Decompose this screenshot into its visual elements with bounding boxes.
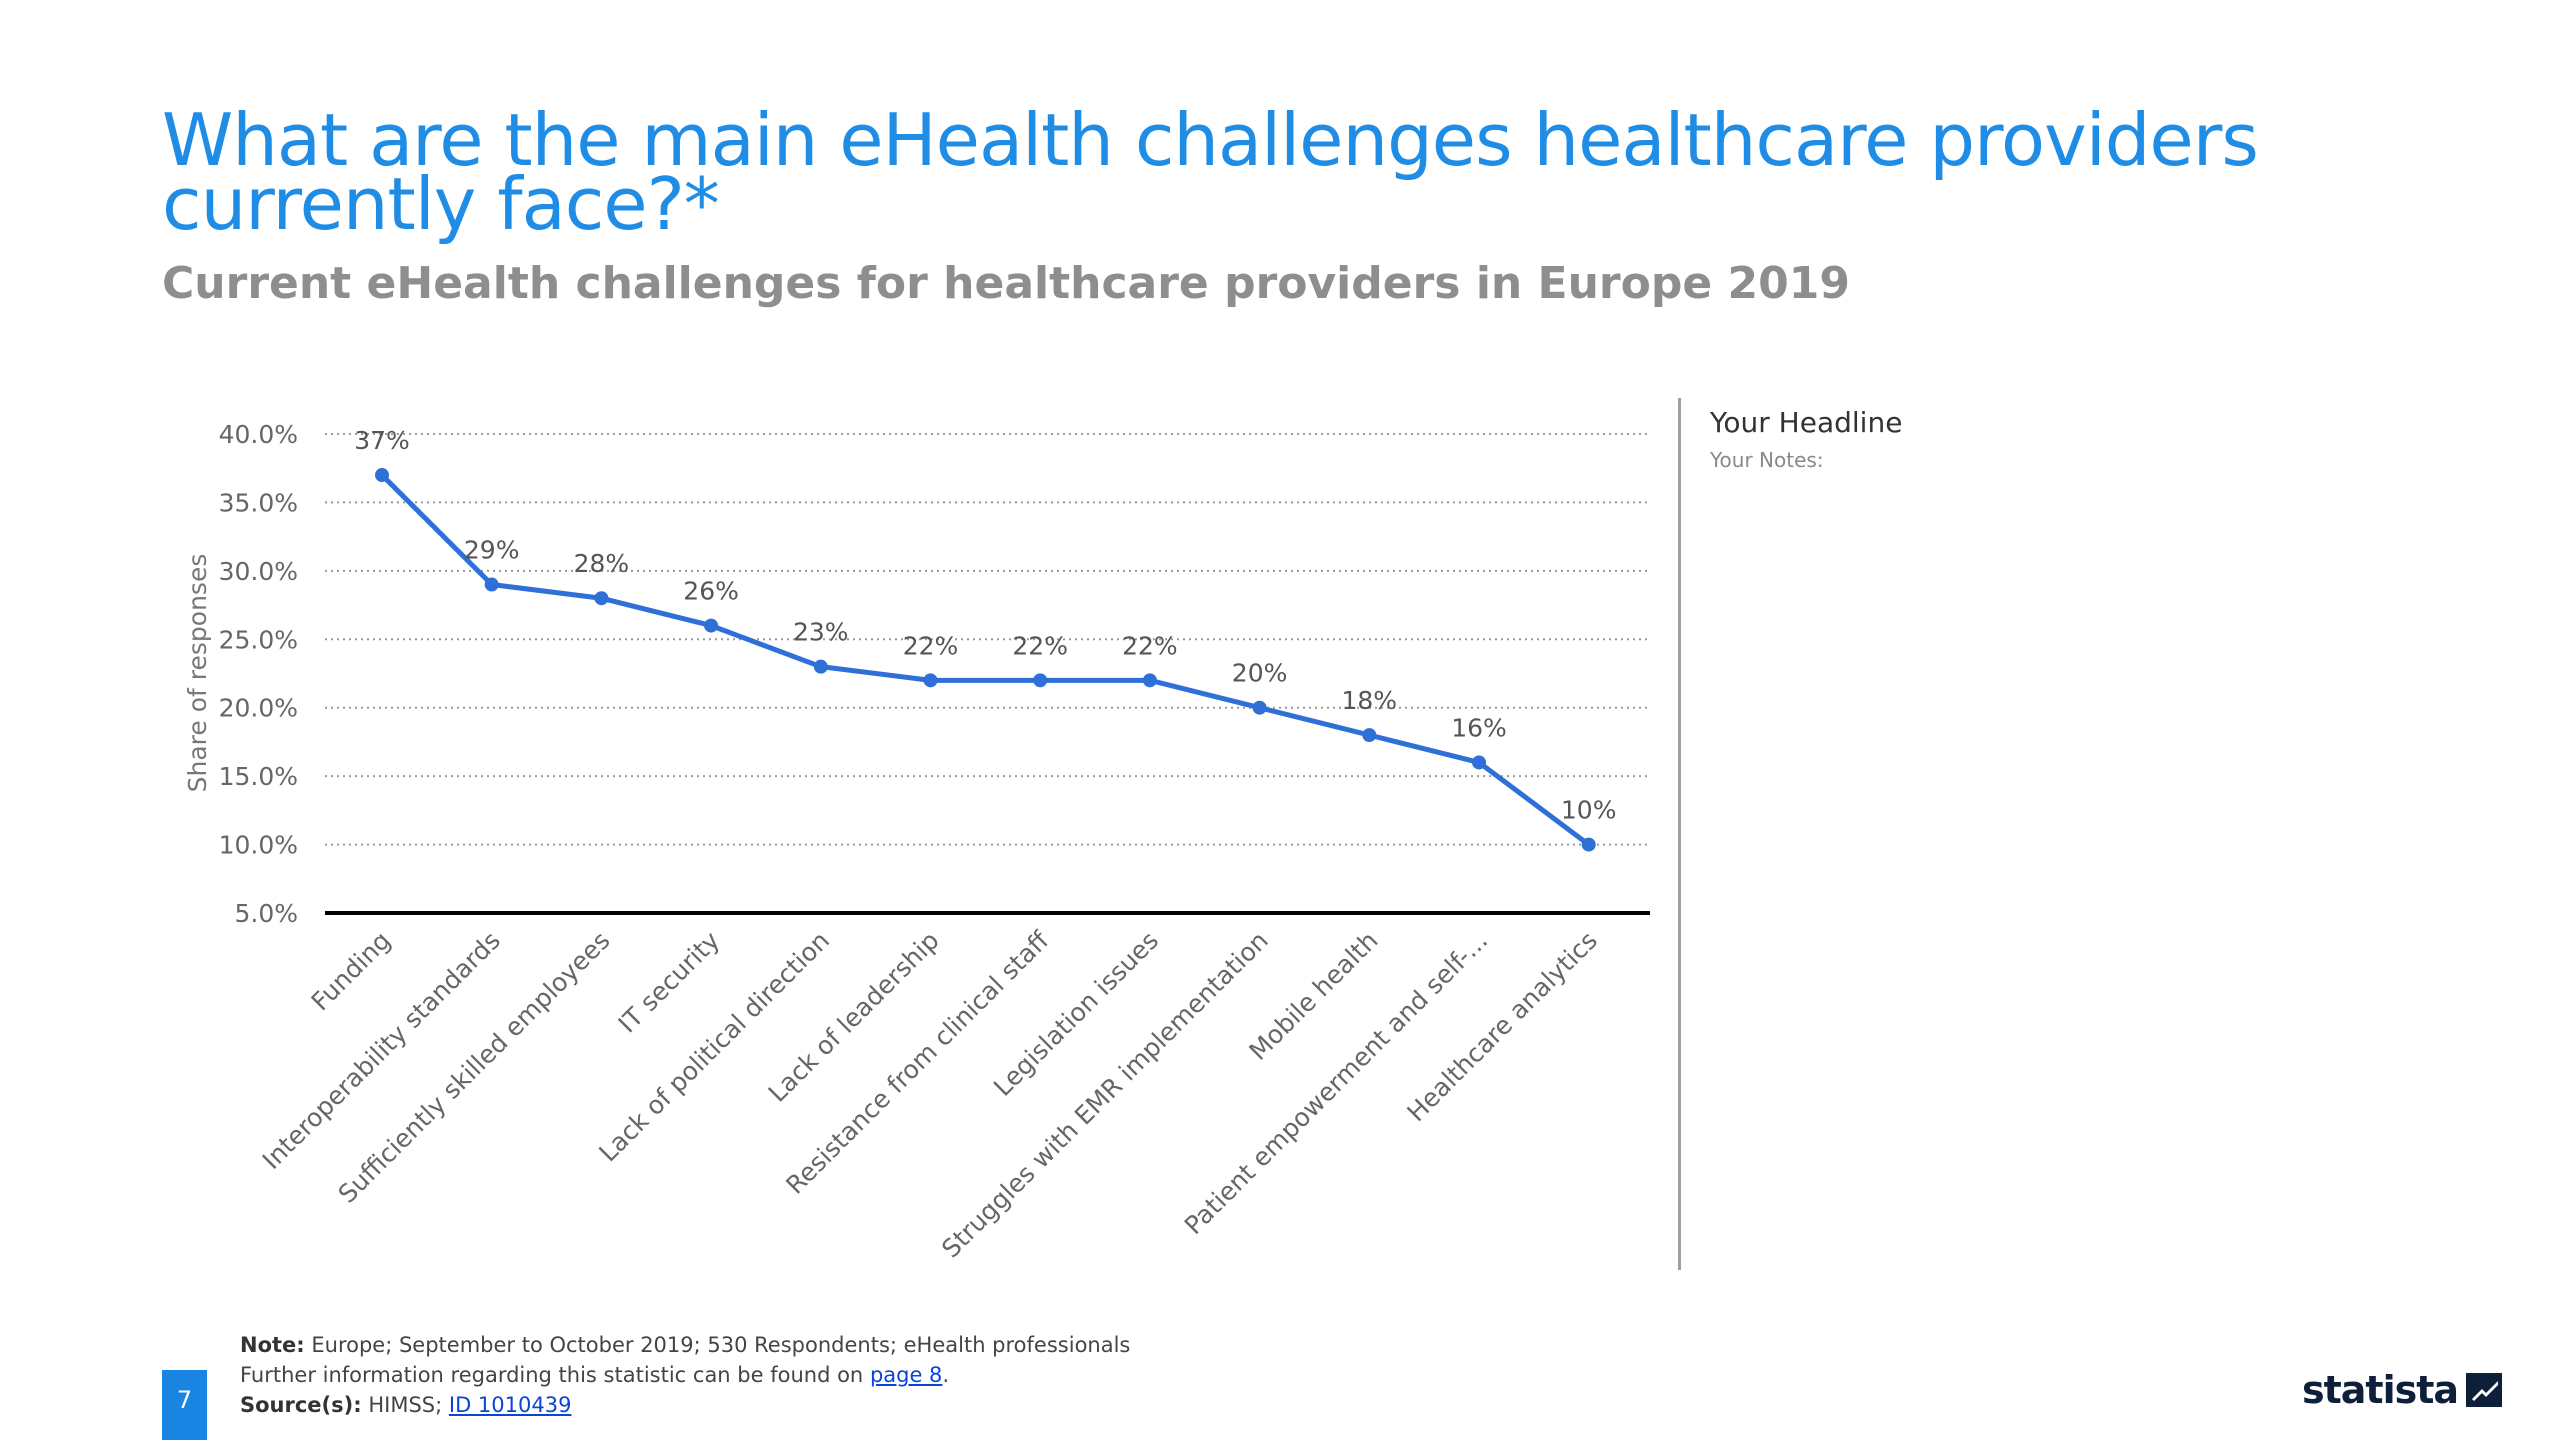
data-label: 22% bbox=[1122, 631, 1178, 660]
data-point bbox=[1142, 673, 1157, 688]
note-label: Note: bbox=[240, 1333, 305, 1357]
page-number: 7 bbox=[176, 1386, 193, 1414]
page-title: What are the main eHealth challenges hea… bbox=[162, 98, 2259, 246]
page-subtitle: Current eHealth challenges for healthcar… bbox=[162, 258, 1850, 309]
series-line bbox=[380, 473, 1591, 847]
data-point bbox=[1252, 700, 1267, 715]
y-tick-label: 40.0% bbox=[219, 420, 298, 449]
x-tick-label: Lack of political direction bbox=[593, 926, 835, 1168]
y-axis-label: Share of responses bbox=[183, 554, 212, 793]
statista-logo: statista bbox=[2302, 1365, 2506, 1415]
data-point bbox=[704, 618, 719, 633]
x-tick-label: Funding bbox=[306, 926, 397, 1017]
panel-divider bbox=[1678, 398, 1681, 1270]
statistic-id-link[interactable]: ID 1010439 bbox=[448, 1393, 572, 1417]
y-tick-label: 5.0% bbox=[234, 899, 298, 928]
data-point bbox=[1472, 755, 1486, 770]
line-chart: 5.0% 10.0% 15.0% 20.0% 25.0% 30.0% 35.0% 40.0% S… bbox=[183, 420, 1650, 1263]
data-label: 26% bbox=[683, 577, 739, 606]
further-info-text: Further information regarding this stati… bbox=[240, 1363, 864, 1387]
y-tick-label: 30.0% bbox=[219, 557, 298, 586]
data-label: 22% bbox=[903, 631, 959, 660]
x-tick-label: Healthcare analytics bbox=[1401, 926, 1603, 1128]
page-number-tab: 7 bbox=[162, 1370, 207, 1440]
y-tick-label: 25.0% bbox=[219, 625, 298, 654]
data-label: 20% bbox=[1232, 659, 1288, 688]
data-point bbox=[375, 468, 389, 483]
data-point bbox=[594, 591, 609, 606]
y-tick-label: 15.0% bbox=[219, 762, 298, 791]
statista-logo-icon bbox=[2466, 1373, 2503, 1407]
data-point bbox=[1581, 837, 1596, 852]
footer-notes: Note: Europe; September to October 2019;… bbox=[240, 1330, 1130, 1420]
notes-text[interactable]: Your Notes: bbox=[1710, 448, 1824, 472]
data-label: 16% bbox=[1451, 713, 1507, 742]
data-point bbox=[1362, 728, 1377, 743]
logo-text: statista bbox=[2302, 1368, 2459, 1412]
data-label: 29% bbox=[464, 536, 520, 565]
x-tick-label: Interoperability standards bbox=[257, 926, 506, 1175]
further-info-line: Further information regarding this stati… bbox=[240, 1363, 950, 1387]
data-point bbox=[813, 659, 828, 674]
notes-headline[interactable]: Your Headline bbox=[1710, 406, 1903, 439]
data-point bbox=[1033, 673, 1048, 688]
sources-line: Source(s): HIMSS; ID 1010439 bbox=[240, 1390, 1130, 1420]
data-label: 22% bbox=[1012, 631, 1068, 660]
y-tick-label: 20.0% bbox=[219, 694, 298, 723]
note-line: Note: Europe; September to October 2019;… bbox=[240, 1330, 1130, 1360]
data-label: 23% bbox=[793, 618, 849, 647]
data-point bbox=[484, 577, 499, 592]
y-tick-label: 35.0% bbox=[219, 488, 298, 517]
sources-label: Source(s): bbox=[240, 1393, 362, 1417]
data-label: 10% bbox=[1561, 796, 1617, 825]
y-tick-label: 10.0% bbox=[219, 831, 298, 860]
data-label: 37% bbox=[354, 426, 410, 455]
page-link[interactable]: page 8 bbox=[869, 1363, 943, 1387]
data-label: 18% bbox=[1342, 686, 1398, 715]
note-text: Europe; September to October 2019; 530 R… bbox=[311, 1333, 1131, 1357]
x-tick-label: IT security bbox=[613, 926, 726, 1039]
sources-text: HIMSS; bbox=[368, 1393, 443, 1417]
data-label: 28% bbox=[574, 549, 630, 578]
data-point bbox=[923, 673, 938, 688]
